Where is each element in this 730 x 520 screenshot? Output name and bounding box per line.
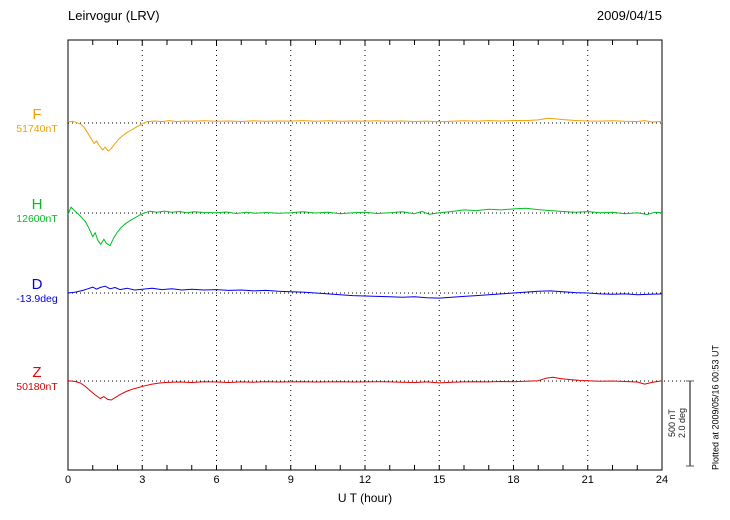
series-F-trace [67,117,663,152]
x-tick-label-0: 0 [64,474,72,486]
series-label-H: H 12600nT [6,197,68,226]
series-Z-trace [67,376,663,401]
series-letter-D: D [31,276,43,293]
scale-bar-label: 500 nT 2.0 deg [667,393,687,453]
series-label-Z: Z 50180nT [6,365,68,394]
series-baseline-H: 12600nT [16,213,58,225]
scale-bar-deg-label: 2.0 deg [677,407,687,439]
series-label-D: D -13.9deg [6,277,68,306]
series-H-trace [67,206,663,247]
x-tick-label-3: 3 [139,474,146,486]
x-tick-label-24: 24 [655,474,669,486]
date-label: 2009/04/15 [596,8,662,23]
series-baseline-D: -13.9deg [16,293,58,305]
x-tick-label-18: 18 [507,474,520,486]
x-axis-label: U T (hour) [337,491,393,505]
series-letter-H: H [31,196,43,213]
x-tick-label-9: 9 [287,474,294,486]
series-baseline-F: 51740nT [16,123,58,135]
x-tick-label-21: 21 [581,474,594,486]
series-baseline-Z: 50180nT [16,381,58,393]
x-tick-label-6: 6 [213,474,220,486]
plotted-at-label: Plotted at 2009/05/16 00:53 UT [710,344,721,471]
series-D-trace [67,285,663,299]
x-tick-label-15: 15 [433,474,446,486]
page-title: Leirvogur (LRV) [68,8,160,23]
scale-bar-nt-label: 500 nT [667,408,677,438]
x-tick-label-12: 12 [358,474,372,486]
series-letter-Z: Z [32,364,42,381]
x-axis-ticks: 0 3 6 9 12 15 18 21 24 [0,474,730,488]
series-letter-F: F [32,106,42,123]
series-label-F: F 51740nT [6,107,68,136]
